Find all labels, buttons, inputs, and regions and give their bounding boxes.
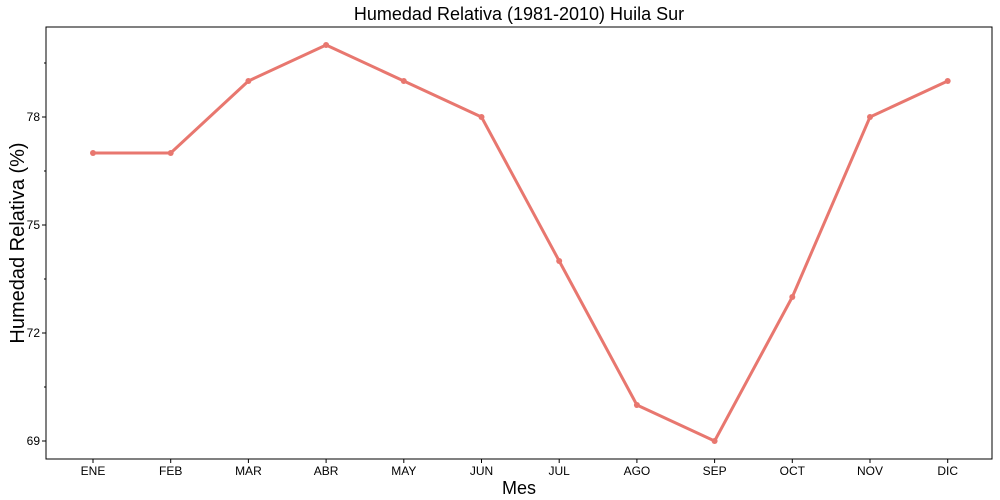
- chart-title: Humedad Relativa (1981-2010) Huila Sur: [354, 4, 684, 24]
- data-point: [400, 78, 407, 84]
- data-point: [867, 114, 873, 120]
- x-tick-label: NOV: [857, 464, 883, 478]
- y-axis: 69 72 75 78: [27, 62, 46, 448]
- y-tick-label: 72: [27, 326, 41, 340]
- y-tick-label: 69: [27, 434, 41, 448]
- y-axis-title: Humedad Relativa (%): [7, 142, 29, 343]
- data-point: [944, 78, 951, 84]
- data-point: [90, 150, 96, 156]
- x-tick-label: MAY: [391, 464, 416, 478]
- x-tick-label: ABR: [314, 464, 339, 478]
- x-tick-label: JUN: [470, 464, 493, 478]
- y-tick-label: 75: [27, 218, 41, 232]
- data-point: [478, 114, 485, 120]
- series-line: [93, 43, 949, 443]
- data-point: [789, 294, 796, 300]
- plot-panel: [45, 26, 993, 460]
- x-axis-title: Mes: [502, 478, 536, 498]
- x-tick-label: ENE: [81, 464, 106, 478]
- x-tick-label: DIC: [937, 464, 958, 478]
- x-tick-label: AGO: [624, 464, 651, 478]
- x-tick-label: FEB: [159, 464, 182, 478]
- series-group: [90, 42, 951, 444]
- x-tick-label: JUL: [549, 464, 571, 478]
- data-point: [323, 42, 330, 48]
- data-point: [556, 258, 563, 264]
- x-tick-label: SEP: [703, 464, 727, 478]
- data-point: [711, 438, 718, 444]
- x-tick-label: MAR: [235, 464, 262, 478]
- x-tick-label: OCT: [780, 464, 806, 478]
- x-axis: ENE FEB MAR ABR MAY JUN JUL AGO SEP OCT NOV DIC: [81, 459, 958, 478]
- data-point: [167, 150, 174, 156]
- data-point: [245, 78, 252, 84]
- data-point: [633, 402, 640, 408]
- y-tick-label: 78: [27, 110, 41, 124]
